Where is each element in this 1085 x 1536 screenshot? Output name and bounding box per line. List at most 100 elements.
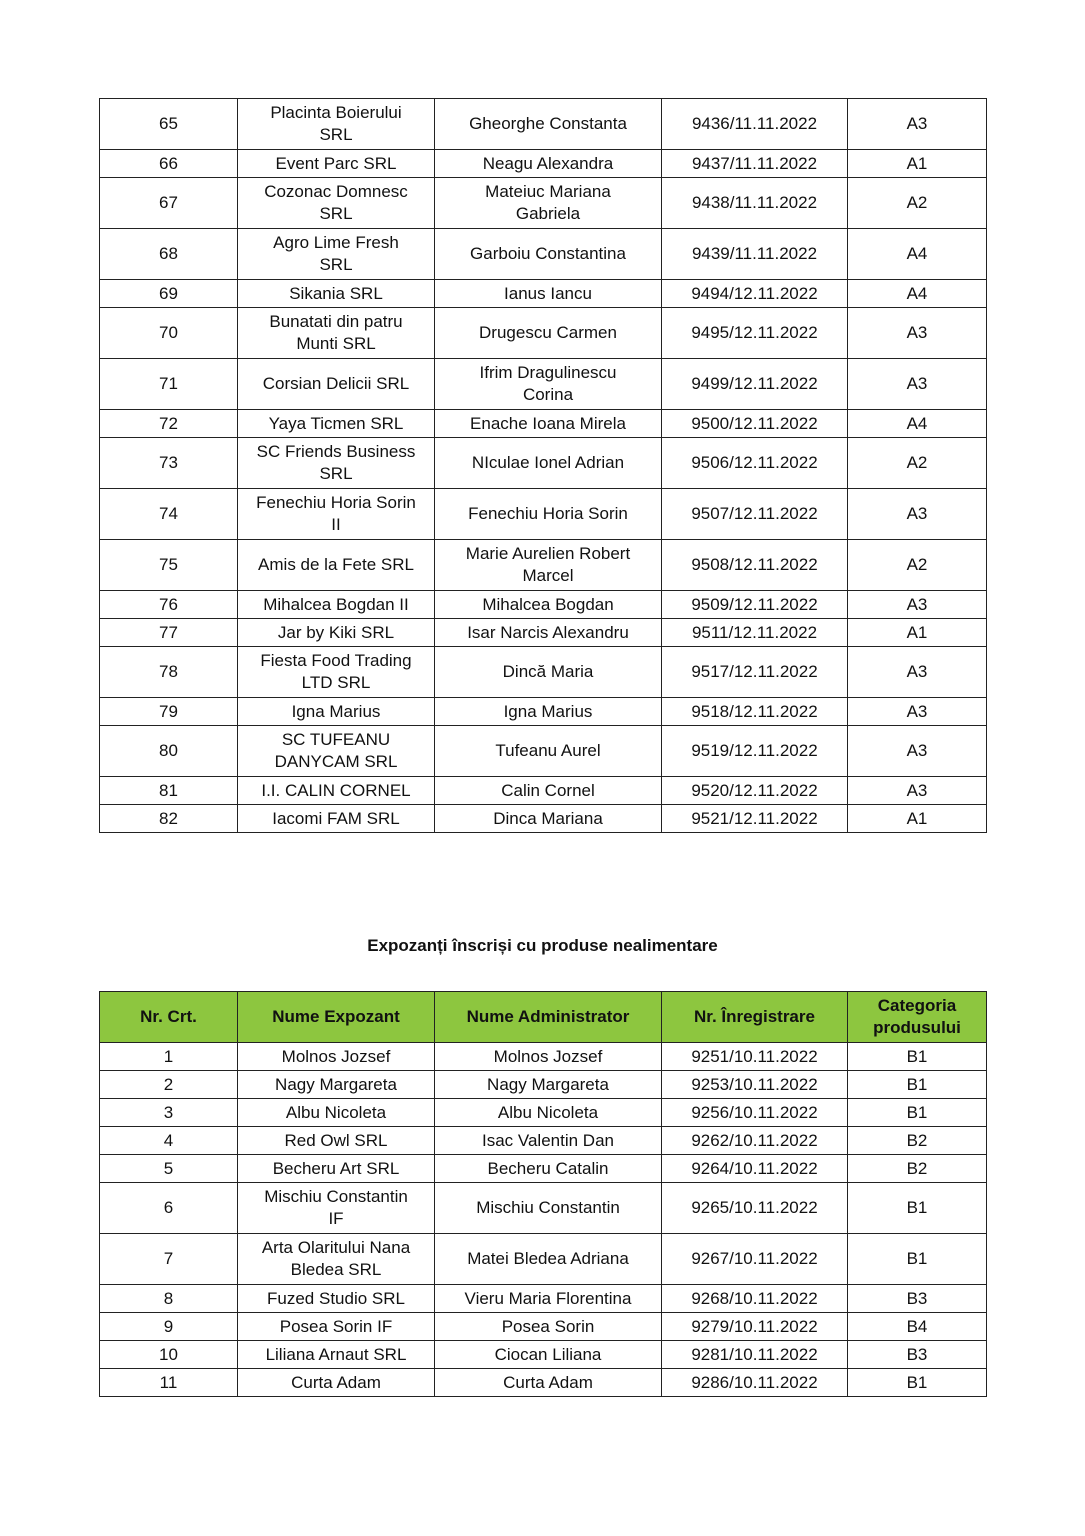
registration-number-cell: 9268/10.11.2022 bbox=[661, 1284, 848, 1313]
registration-number-cell: 9517/12.11.2022 bbox=[661, 646, 848, 698]
administrator-name-cell: Mischiu Constantin bbox=[434, 1182, 662, 1234]
administrator-name-cell: Molnos Jozsef bbox=[434, 1042, 662, 1071]
administrator-name-cell: Drugescu Carmen bbox=[434, 307, 662, 359]
nr-crt-cell: 79 bbox=[99, 697, 238, 726]
administrator-name-cell: Mateiuc Mariana Gabriela bbox=[434, 177, 662, 229]
table-row: 4 Red Owl SRL Isac Valentin Dan 9262/10.11.… bbox=[99, 1126, 987, 1155]
exhibitor-name-cell: Fenechiu Horia Sorin II bbox=[237, 488, 435, 540]
category-cell: B3 bbox=[847, 1284, 987, 1313]
administrator-name-cell: Enache Ioana Mirela bbox=[434, 409, 662, 438]
exhibitor-name-cell: Liliana Arnaut SRL bbox=[237, 1340, 435, 1369]
table-row: 71 Corsian Delicii SRL Ifrim Dragulinescu … bbox=[99, 358, 987, 410]
registration-number-cell: 9499/12.11.2022 bbox=[661, 358, 848, 410]
registration-number-cell: 9521/12.11.2022 bbox=[661, 804, 848, 833]
nr-crt-cell: 78 bbox=[99, 646, 238, 698]
exhibitor-name-cell: SC TUFEANU DANYCAM SRL bbox=[237, 725, 435, 777]
category-cell: A3 bbox=[847, 725, 987, 777]
exhibitor-name-cell: Fuzed Studio SRL bbox=[237, 1284, 435, 1313]
administrator-name-cell: Ifrim Dragulinescu Corina bbox=[434, 358, 662, 410]
registration-number-cell: 9511/12.11.2022 bbox=[661, 618, 848, 647]
nr-crt-cell: 11 bbox=[99, 1368, 238, 1397]
administrator-name-cell: Ciocan Liliana bbox=[434, 1340, 662, 1369]
administrator-name-cell: Posea Sorin bbox=[434, 1312, 662, 1341]
administrator-name-cell: Isar Narcis Alexandru bbox=[434, 618, 662, 647]
administrator-name-cell: Vieru Maria Florentina bbox=[434, 1284, 662, 1313]
category-cell: A3 bbox=[847, 776, 987, 805]
administrator-name-cell: Nagy Margareta bbox=[434, 1070, 662, 1099]
exhibitor-name-cell: Placinta Boierului SRL bbox=[237, 98, 435, 150]
registration-number-cell: 9506/12.11.2022 bbox=[661, 437, 848, 489]
registration-number-cell: 9267/10.11.2022 bbox=[661, 1233, 848, 1285]
registration-number-cell: 9438/11.11.2022 bbox=[661, 177, 848, 229]
administrator-name-cell: NIculae Ionel Adrian bbox=[434, 437, 662, 489]
nr-crt-cell: 65 bbox=[99, 98, 238, 150]
header-nr-crt: Nr. Crt. bbox=[99, 991, 238, 1043]
category-cell: A3 bbox=[847, 697, 987, 726]
category-cell: A2 bbox=[847, 177, 987, 229]
registration-number-cell: 9265/10.11.2022 bbox=[661, 1182, 848, 1234]
category-cell: B4 bbox=[847, 1312, 987, 1341]
nr-crt-cell: 76 bbox=[99, 590, 238, 619]
registration-number-cell: 9495/12.11.2022 bbox=[661, 307, 848, 359]
table-row: 3 Albu Nicoleta Albu Nicoleta 9256/10.11.20… bbox=[99, 1098, 987, 1127]
registration-number-cell: 9437/11.11.2022 bbox=[661, 149, 848, 178]
administrator-name-cell: Dincă Maria bbox=[434, 646, 662, 698]
category-cell: B1 bbox=[847, 1233, 987, 1285]
table-row: 79 Igna Marius Igna Marius 9518/12.11.2022 A… bbox=[99, 697, 987, 726]
section-title: Expozanți înscriși cu produse nealimenta… bbox=[367, 936, 718, 955]
table-row: 82 Iacomi FAM SRL Dinca Mariana 9521/12.11.… bbox=[99, 804, 987, 833]
exhibitor-name-cell: Molnos Jozsef bbox=[237, 1042, 435, 1071]
table-row: 67 Cozonac Domnesc SRL Mateiuc Mariana Gab… bbox=[99, 177, 987, 229]
category-cell: B2 bbox=[847, 1154, 987, 1183]
table-row: 74 Fenechiu Horia Sorin II Fenechiu Horia … bbox=[99, 488, 987, 540]
exhibitor-name-cell: I.I. CALIN CORNEL bbox=[237, 776, 435, 805]
administrator-name-cell: Curta Adam bbox=[434, 1368, 662, 1397]
nr-crt-cell: 8 bbox=[99, 1284, 238, 1313]
table-row: 6 Mischiu Constantin IF Mischiu Constantin… bbox=[99, 1182, 987, 1234]
table-row: 78 Fiesta Food Trading LTD SRL Dincă Maria… bbox=[99, 646, 987, 698]
table-row: 1 Molnos Jozsef Molnos Jozsef 9251/10.11.20… bbox=[99, 1042, 987, 1071]
exhibitor-name-cell: Mischiu Constantin IF bbox=[237, 1182, 435, 1234]
administrator-name-cell: Ianus Iancu bbox=[434, 279, 662, 308]
header-nume-administrator: Nume Administrator bbox=[434, 991, 662, 1043]
category-cell: A1 bbox=[847, 804, 987, 833]
category-cell: A3 bbox=[847, 646, 987, 698]
nr-crt-cell: 77 bbox=[99, 618, 238, 647]
category-cell: A3 bbox=[847, 488, 987, 540]
nr-crt-cell: 10 bbox=[99, 1340, 238, 1369]
category-cell: A4 bbox=[847, 279, 987, 308]
nr-crt-cell: 69 bbox=[99, 279, 238, 308]
administrator-name-cell: Tufeanu Aurel bbox=[434, 725, 662, 777]
exhibitor-name-cell: Arta Olaritului Nana Bledea SRL bbox=[237, 1233, 435, 1285]
nr-crt-cell: 2 bbox=[99, 1070, 238, 1099]
category-cell: B2 bbox=[847, 1126, 987, 1155]
exhibitor-name-cell: Amis de la Fete SRL bbox=[237, 539, 435, 591]
registration-number-cell: 9500/12.11.2022 bbox=[661, 409, 848, 438]
nr-crt-cell: 70 bbox=[99, 307, 238, 359]
category-cell: A4 bbox=[847, 409, 987, 438]
category-cell: B1 bbox=[847, 1042, 987, 1071]
nr-crt-cell: 74 bbox=[99, 488, 238, 540]
nr-crt-cell: 71 bbox=[99, 358, 238, 410]
exhibitor-name-cell: Curta Adam bbox=[237, 1368, 435, 1397]
registration-number-cell: 9520/12.11.2022 bbox=[661, 776, 848, 805]
registration-number-cell: 9518/12.11.2022 bbox=[661, 697, 848, 726]
table-row: 73 SC Friends Business SRL NIculae Ionel A… bbox=[99, 437, 987, 489]
table-row: 2 Nagy Margareta Nagy Margareta 9253/10.11.… bbox=[99, 1070, 987, 1099]
category-cell: A3 bbox=[847, 590, 987, 619]
nr-crt-cell: 81 bbox=[99, 776, 238, 805]
table-row: 76 Mihalcea Bogdan II Mihalcea Bogdan 9509/… bbox=[99, 590, 987, 619]
exhibitor-name-cell: Corsian Delicii SRL bbox=[237, 358, 435, 410]
nr-crt-cell: 73 bbox=[99, 437, 238, 489]
nr-crt-cell: 72 bbox=[99, 409, 238, 438]
exhibitor-name-cell: Posea Sorin IF bbox=[237, 1312, 435, 1341]
exhibitor-name-cell: Becheru Art SRL bbox=[237, 1154, 435, 1183]
administrator-name-cell: Becheru Catalin bbox=[434, 1154, 662, 1183]
table-row: 8 Fuzed Studio SRL Vieru Maria Florentina 9… bbox=[99, 1284, 987, 1313]
exhibitor-name-cell: Albu Nicoleta bbox=[237, 1098, 435, 1127]
table-row: 65 Placinta Boierului SRL Gheorghe Constan… bbox=[99, 98, 987, 150]
table-row: 11 Curta Adam Curta Adam 9286/10.11.2022 B1 bbox=[99, 1368, 987, 1397]
exhibitor-name-cell: Event Parc SRL bbox=[237, 149, 435, 178]
exhibitor-name-cell: SC Friends Business SRL bbox=[237, 437, 435, 489]
registration-number-cell: 9439/11.11.2022 bbox=[661, 228, 848, 280]
